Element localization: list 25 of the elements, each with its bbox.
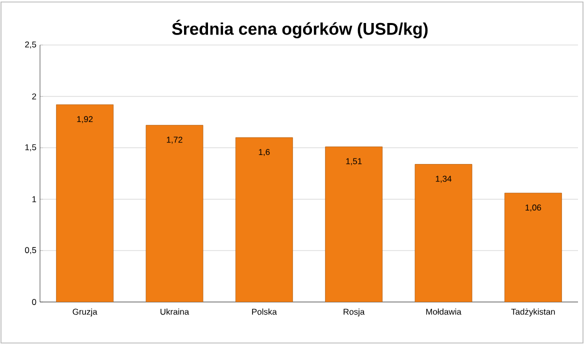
y-tick-label: 2 [32,93,36,100]
x-tick-label: Rosja [344,308,365,316]
bar [146,124,204,302]
y-tick-label: 0,5 [25,247,36,254]
data-label: 1,6 [258,149,270,156]
y-tick-label: 1 [32,196,36,202]
data-label: 1,72 [166,136,182,144]
bar [504,192,562,302]
data-label: 1,06 [526,204,542,212]
y-tick-label: 2,5 [25,42,36,48]
bar [56,104,114,302]
x-tick-label: Ukraina [160,308,190,315]
bar [235,137,293,302]
x-tick-label: Tadżykistan [511,308,555,316]
chart-title: Średnia cena ogórków (USD/kg) [172,20,428,38]
data-label: 1,34 [436,176,452,183]
bar [414,164,472,302]
data-label: 1,92 [77,116,93,124]
y-tick-label: 1,5 [25,144,36,152]
bar [325,146,383,302]
x-tick-label: Gruzja [72,308,98,316]
y-tick-label: 0 [32,299,36,305]
x-tick-label: Polska [252,308,277,315]
data-label: 1,51 [346,158,362,166]
x-tick-label: Mołdawia [426,308,462,315]
